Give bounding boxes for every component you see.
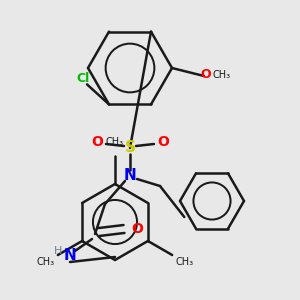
Text: Cl: Cl <box>76 72 90 85</box>
Text: O: O <box>157 135 169 149</box>
Text: CH₃: CH₃ <box>175 257 193 267</box>
Text: CH₃: CH₃ <box>213 70 231 80</box>
Text: H: H <box>54 246 62 256</box>
Text: O: O <box>201 68 211 82</box>
Text: CH₃: CH₃ <box>37 257 55 267</box>
Text: CH₃: CH₃ <box>106 137 124 147</box>
Text: S: S <box>124 140 136 155</box>
Text: O: O <box>91 135 103 149</box>
Text: O: O <box>131 222 143 236</box>
Text: N: N <box>64 248 76 263</box>
Text: N: N <box>124 169 136 184</box>
